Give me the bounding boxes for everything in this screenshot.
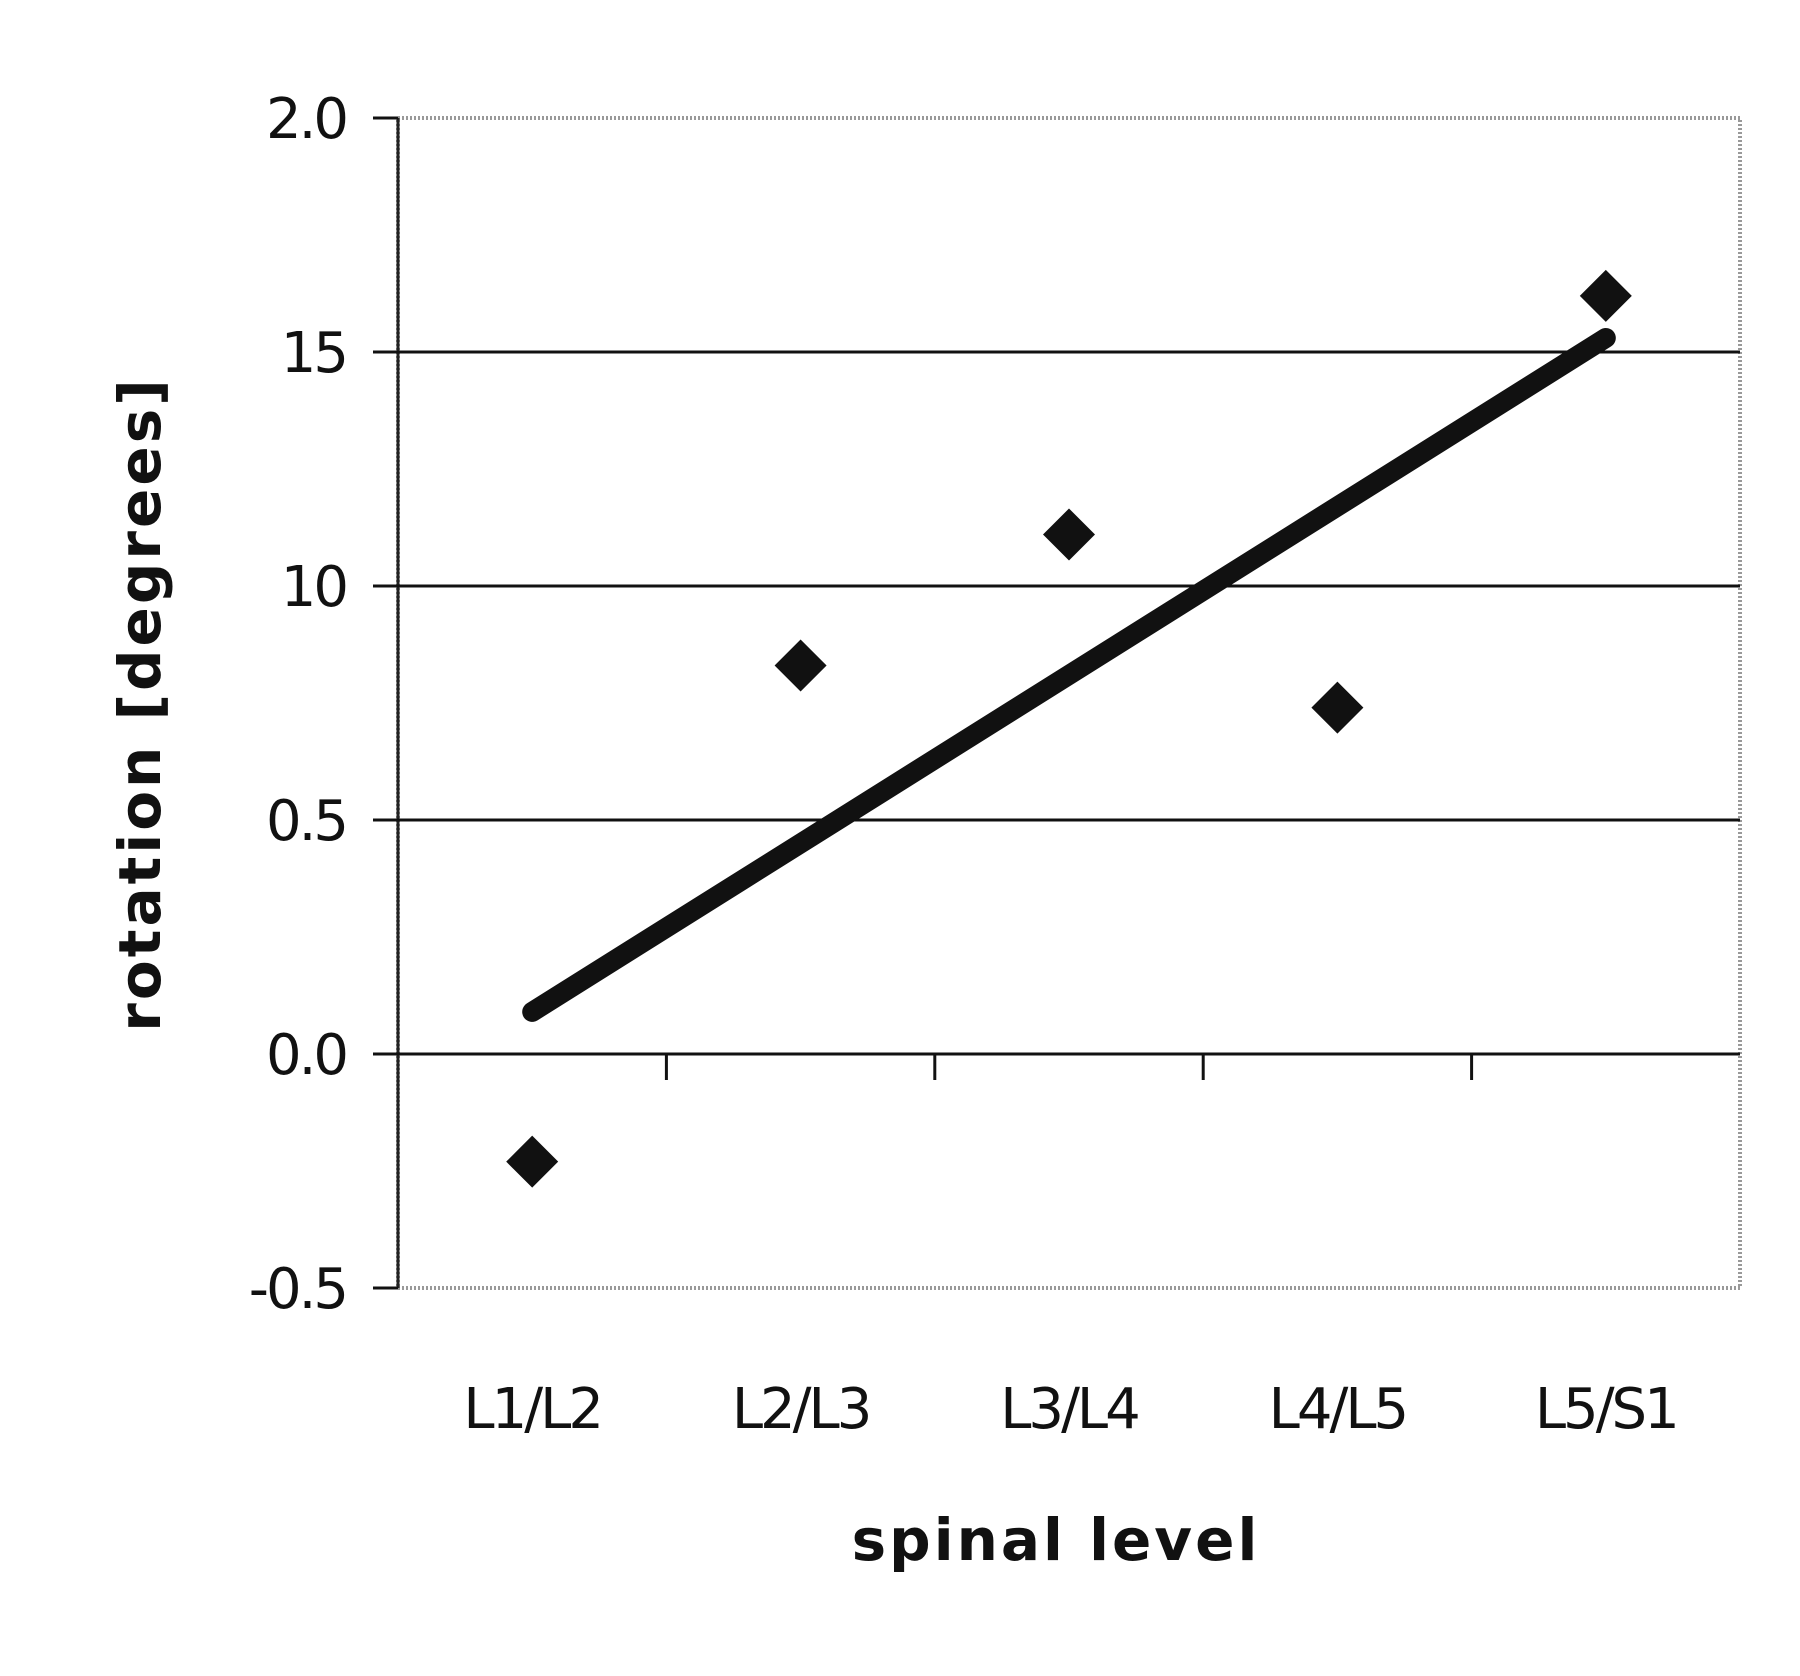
trend-line [522,327,1616,1022]
y-tick-label: 0.0 [266,1023,346,1088]
y-tick-label: 2.0 [266,87,346,152]
data-point-l1-l2 [506,1135,559,1188]
data-point-l2-l3 [774,639,827,692]
data-point-l4-l5 [1311,681,1364,734]
x-tick-label: L3/L4 [1000,1377,1138,1442]
x-axis-title: spinal level [852,1506,1261,1574]
y-tick-label: -0.5 [249,1257,346,1322]
y-tick-label: 0.5 [266,789,346,854]
data-point-l5-s1 [1579,269,1632,322]
x-tick-label: L1/L2 [463,1377,601,1442]
plot-frame [396,116,1742,1290]
x-tick-label: L2/L3 [732,1377,870,1442]
y-tick-label: 15 [281,321,346,386]
data-point-l3-l4 [1043,508,1095,561]
x-tick-label: L4/L5 [1269,1377,1407,1442]
x-tick-label: L5/S1 [1535,1377,1677,1442]
y-tick-label: 10 [281,555,346,620]
y-axis-title: rotation [degrees] [106,376,174,1031]
